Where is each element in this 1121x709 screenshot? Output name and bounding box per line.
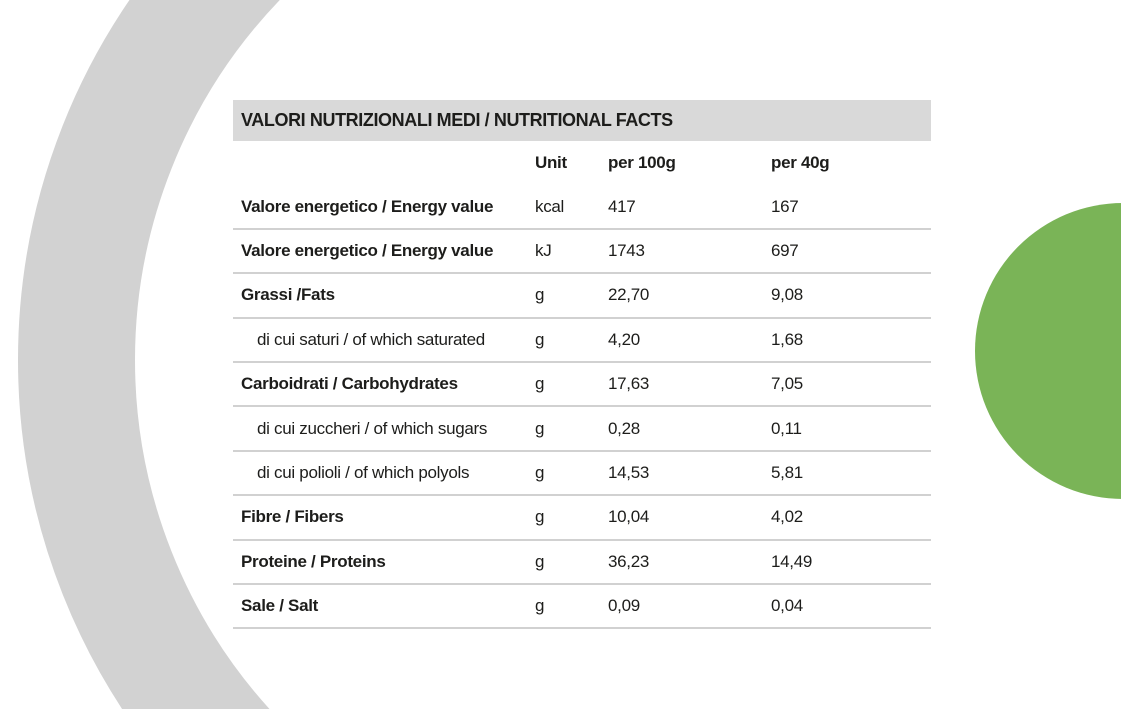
column-header-unit: Unit [535,153,567,173]
table-row: di cui polioli / of which polyols g 14,5… [233,452,931,497]
row-per40g: 9,08 [771,285,803,305]
row-per40g: 5,81 [771,462,803,482]
column-header-per100g: per 100g [608,153,676,173]
row-per100g: 1743 [608,240,645,260]
table-row: Fibre / Fibers g 10,04 4,02 [233,496,931,541]
table-row: Valore energetico / Energy value kcal 41… [233,185,931,230]
table-row: Valore energetico / Energy value kJ 1743… [233,230,931,275]
table-title: VALORI NUTRIZIONALI MEDI / NUTRITIONAL F… [241,110,673,130]
row-per100g: 14,53 [608,462,650,482]
column-header-per40g: per 40g [771,153,830,173]
row-label: Grassi /Fats [241,285,335,305]
table-row: di cui saturi / of which saturated g 4,2… [233,319,931,363]
row-per40g: 0,04 [771,596,803,616]
row-label: Valore energetico / Energy value [241,240,494,260]
row-per40g: 0,11 [771,418,802,438]
table-row: di cui zuccheri / of which sugars g 0,28… [233,407,931,452]
row-per40g: 697 [771,240,799,260]
row-per100g: 36,23 [608,551,650,571]
row-unit: kcal [535,196,565,216]
row-per40g: 167 [771,196,799,216]
row-label: Proteine / Proteins [241,551,386,571]
row-per40g: 4,02 [771,507,803,527]
row-per100g: 22,70 [608,285,650,305]
row-label: Valore energetico / Energy value [241,196,494,216]
green-circle-decoration [975,203,1121,499]
table-row: Proteine / Proteins g 36,23 14,49 [233,541,931,585]
row-unit: g [535,285,545,305]
table-title-bar: VALORI NUTRIZIONALI MEDI / NUTRITIONAL F… [233,100,931,141]
row-label: di cui zuccheri / of which sugars [257,418,488,438]
table-body: Valore energetico / Energy value kcal 41… [233,185,931,630]
row-per40g: 7,05 [771,374,803,394]
row-unit: g [535,507,545,527]
row-per40g: 14,49 [771,551,813,571]
row-per100g: 17,63 [608,374,650,394]
row-per100g: 4,20 [608,329,640,349]
table-row: Grassi /Fats g 22,70 9,08 [233,274,931,319]
table-row: Carboidrati / Carbohydrates g 17,63 7,05 [233,363,931,408]
row-per100g: 10,04 [608,507,650,527]
row-label: di cui saturi / of which saturated [257,329,485,349]
row-unit: g [535,329,545,349]
nutrition-facts-table: VALORI NUTRIZIONALI MEDI / NUTRITIONAL F… [233,100,931,630]
row-unit: kJ [535,240,552,260]
row-per100g: 0,28 [608,418,640,438]
row-label: di cui polioli / of which polyols [257,462,470,482]
row-per40g: 1,68 [771,329,803,349]
table-row: Sale / Salt g 0,09 0,04 [233,585,931,630]
row-unit: g [535,596,545,616]
row-unit: g [535,551,545,571]
row-per100g: 417 [608,196,636,216]
row-unit: g [535,418,545,438]
row-per100g: 0,09 [608,596,640,616]
row-label: Carboidrati / Carbohydrates [241,374,458,394]
row-unit: g [535,374,545,394]
row-unit: g [535,462,545,482]
table-header-row: Unit per 100g per 40g [233,141,931,185]
row-label: Fibre / Fibers [241,507,344,527]
row-label: Sale / Salt [241,596,319,616]
